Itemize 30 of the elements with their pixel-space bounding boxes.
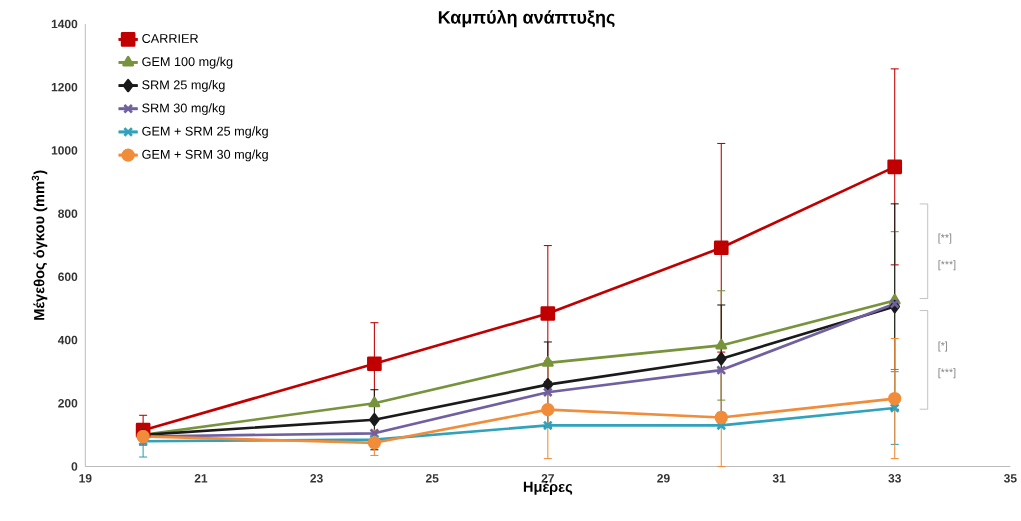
x-tick-label: 27	[541, 473, 554, 483]
x-tick-label: 29	[657, 473, 670, 483]
x-tick-label: 19	[79, 473, 92, 483]
y-tick-label: 200	[58, 398, 78, 408]
y-axis-title: Μέγεθος όγκου (mm$^{3}$)	[31, 170, 48, 320]
annotation: [**]	[938, 233, 952, 244]
y-tick-label: 600	[58, 272, 78, 282]
y-tick-label: 1200	[51, 82, 78, 92]
y-tick-label: 1000	[51, 146, 78, 155]
x-tick-label: 31	[772, 473, 786, 483]
x-tick-label: 35	[1003, 473, 1017, 483]
y-tick-label: 400	[57, 335, 78, 345]
legend-label: GEM + SRM 30 mg/kg	[142, 149, 268, 162]
legend-label: CARRIER	[142, 33, 199, 43]
chart-title: Καμπύλη ανάπτυξης	[438, 9, 615, 28]
annotation: [***]	[938, 260, 956, 271]
y-tick-label: 0	[71, 462, 78, 471]
legend-label: GEM 100 mg/kg	[142, 56, 233, 69]
legend-label: GEM + SRM 25 mg/kg	[142, 126, 268, 139]
x-tick-label: 33	[888, 473, 901, 483]
x-tick-label: 25	[425, 473, 439, 483]
legend-label: SRM 25 mg/kg	[142, 79, 225, 92]
x-axis-title: Ημέρες	[523, 480, 573, 495]
x-tick-label: 21	[194, 473, 208, 483]
y-tick-label: 1400	[51, 19, 78, 29]
y-tick-label: 800	[58, 209, 78, 218]
legend-label: SRM 30 mg/kg	[142, 103, 225, 115]
annotation: [*]	[938, 341, 948, 352]
x-tick-label: 23	[310, 473, 323, 483]
annotation: [***]	[938, 368, 956, 379]
